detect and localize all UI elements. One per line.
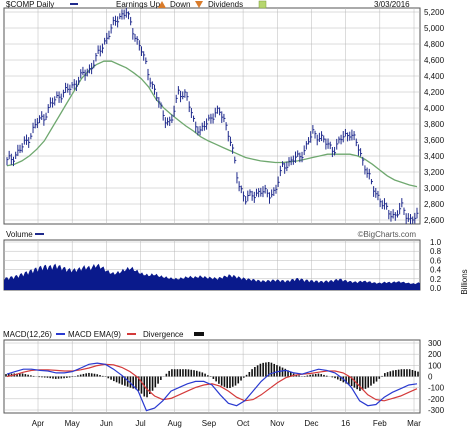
divergence-legend-label: Divergence	[143, 330, 184, 339]
x-axis: Apr May Jun Jul Aug Sep Oct Nov Dec 16 Feb Mar	[32, 419, 421, 428]
price-y-tick-label: 4,600	[424, 56, 445, 65]
earnings-down-icon	[195, 1, 203, 8]
volume-area	[4, 263, 420, 290]
macd-histogram	[5, 362, 419, 398]
price-y-tick-label: 5,200	[424, 8, 445, 17]
price-y-tick-label: 4,000	[424, 104, 445, 113]
price-y-tick-label: 4,200	[424, 88, 445, 97]
x-tick-label: Sep	[202, 419, 217, 428]
price-y-axis: 5,200 5,000 4,800 4,600 4,400 4,200 4,000 3,800…	[424, 8, 445, 225]
price-y-tick-label: 3,800	[424, 120, 445, 129]
macd-y-tick-label: -100	[428, 384, 445, 393]
price-y-tick-label: 4,400	[424, 72, 445, 81]
volume-ylabel: Billions	[460, 269, 469, 294]
price-y-tick-label: 3,200	[424, 168, 445, 177]
price-bars	[6, 7, 419, 225]
macd-y-tick-label: 0	[428, 373, 433, 382]
x-tick-label: Jun	[100, 419, 113, 428]
volume-y-tick-label: 0.0	[430, 284, 442, 293]
x-tick-label: 16	[341, 419, 350, 428]
volume-panel: 1.00.80.60.40.20.0 Volume ©BigCharts.com…	[3, 230, 469, 295]
volume-y-tick-label: 0.2	[430, 275, 442, 284]
x-tick-label: May	[65, 419, 80, 428]
price-panel-frame	[3, 7, 421, 225]
earnings-label: Earnings Up	[116, 0, 161, 9]
volume-y-axis: 1.00.80.60.40.20.0	[430, 238, 442, 293]
price-y-tick-label: 3,400	[424, 152, 445, 161]
volume-title: Volume	[6, 230, 33, 239]
volume-y-tick-label: 0.8	[430, 247, 442, 256]
volume-y-tick-label: 0.4	[430, 266, 442, 275]
x-tick-label: Mar	[407, 419, 421, 428]
macd-y-tick-label: -200	[428, 395, 445, 404]
symbol-label: $COMP Daily	[6, 0, 54, 9]
volume-y-tick-label: 0.6	[430, 256, 442, 265]
x-tick-label: Dec	[304, 419, 318, 428]
date-label: 3/03/2016	[374, 0, 410, 9]
x-tick-label: Aug	[168, 419, 182, 428]
moving-average-line	[6, 60, 418, 188]
price-panel: 5,200 5,000 4,800 4,600 4,400 4,200 4,000 3,800…	[3, 7, 445, 225]
price-y-tick-label: 3,600	[424, 136, 445, 145]
divergence-legend-swatch	[194, 332, 204, 336]
macd-panel: 300 200 100 0 -100 -200 -300 MACD(12,26) MACD …	[3, 330, 445, 415]
price-y-tick-label: 4,800	[424, 40, 445, 49]
x-tick-label: Nov	[270, 419, 284, 428]
price-y-tick-label: 5,000	[424, 24, 445, 33]
macd-y-tick-label: 300	[428, 339, 442, 348]
macd-y-tick-label: 200	[428, 350, 442, 359]
signal-legend-label: MACD EMA(9)	[68, 330, 121, 339]
watermark: ©BigCharts.com	[358, 230, 417, 239]
x-tick-label: Apr	[32, 419, 45, 428]
chart-header: $COMP Daily Earnings Up Down Dividends 3…	[6, 0, 410, 9]
x-tick-label: Feb	[373, 419, 387, 428]
macd-line	[6, 362, 418, 412]
volume-y-tick-label: 1.0	[430, 238, 442, 247]
x-tick-label: Jul	[135, 419, 145, 428]
down-label: Down	[170, 0, 190, 9]
macd-y-tick-label: 100	[428, 361, 442, 370]
price-y-tick-label: 3,000	[424, 184, 445, 193]
macd-y-tick-label: -300	[428, 406, 445, 415]
macd-y-axis: 300 200 100 0 -100 -200 -300	[428, 339, 445, 415]
dividends-label: Dividends	[208, 0, 243, 9]
macd-legend: MACD(12,26) MACD EMA(9) Divergence	[3, 330, 204, 339]
macd-legend-label: MACD(12,26)	[3, 330, 52, 339]
price-y-tick-label: 2,600	[424, 216, 445, 225]
x-tick-label: Oct	[237, 419, 250, 428]
earnings-up-icon	[158, 1, 166, 8]
price-y-tick-label: 2,800	[424, 200, 445, 209]
dividends-icon	[258, 0, 267, 9]
